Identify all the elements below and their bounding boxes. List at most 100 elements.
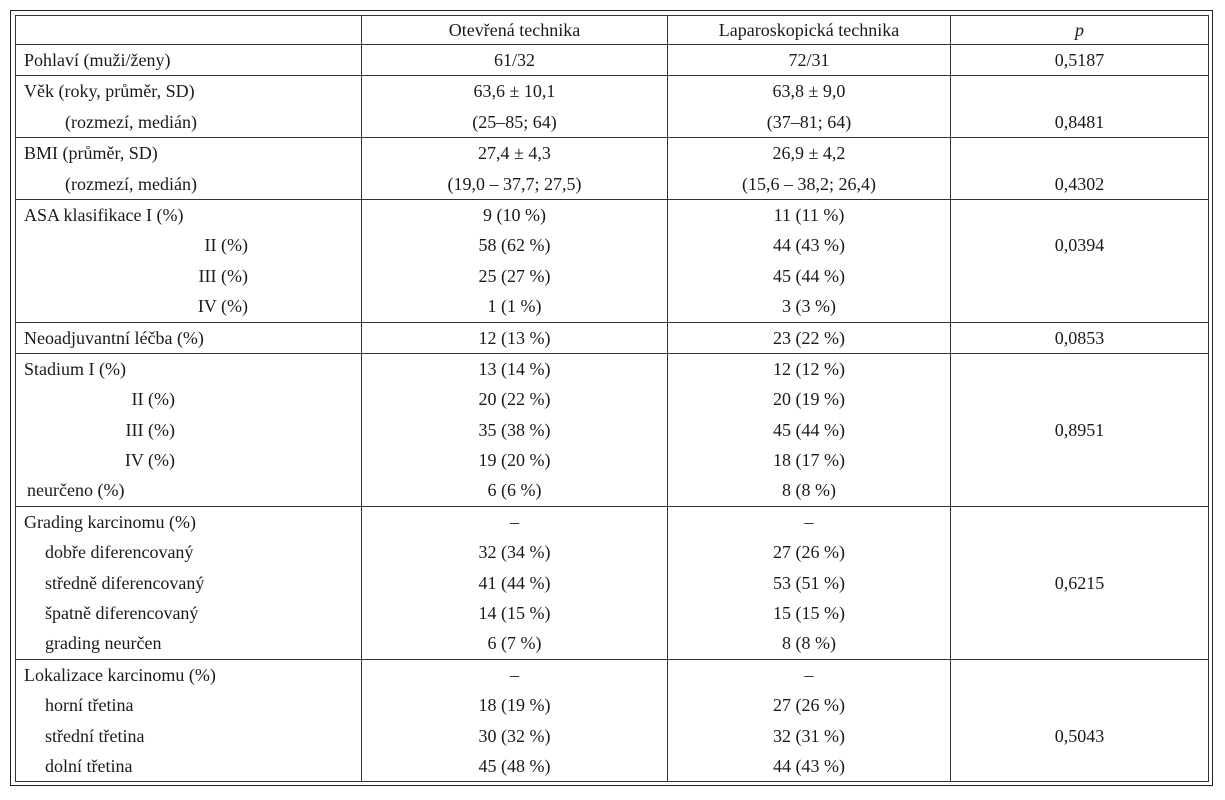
open-cell: 63,6 ± 10,1 (25–85; 64) — [361, 75, 668, 139]
row-label: Neoadjuvantní léčba (%) — [24, 327, 204, 348]
table-row: BMI (průměr, SD) (rozmezí, medián) 27,4 … — [15, 137, 1209, 200]
open-value: 35 (38 %) — [478, 419, 551, 440]
open-value: 1 (1 %) — [487, 296, 542, 317]
p-cell: 0,5043 — [950, 658, 1209, 783]
open-value: – — [510, 511, 519, 532]
p-cell: 0,8951 — [950, 352, 1209, 507]
lap-value: 45 (44 %) — [773, 265, 845, 286]
row-sublabel: (rozmezí, medián) — [65, 173, 197, 194]
open-cell: 13 (14 %) 20 (22 %) 35 (38 %) 19 (20 %) … — [361, 352, 668, 507]
row-sublabel: neurčeno (%) — [27, 480, 125, 501]
row-label-cell: Grading karcinomu (%) dobře diferencovan… — [15, 505, 362, 660]
p-cell: 0,8481 — [950, 75, 1209, 139]
row-sublabel: špatně diferencovaný — [45, 603, 199, 624]
lap-cell: – 27 (26 %) 32 (31 %) 44 (43 %) — [667, 658, 951, 783]
open-value: 30 (32 %) — [478, 725, 551, 746]
lap-value: – — [804, 511, 814, 532]
row-label-cell: BMI (průměr, SD) (rozmezí, medián) — [15, 137, 362, 200]
lap-value: 32 (31 %) — [773, 725, 845, 746]
lap-value: 44 (43 %) — [773, 755, 845, 776]
p-cell: 0,6215 — [950, 505, 1209, 660]
p-cell: 0,0853 — [950, 321, 1209, 354]
row-label-cell: Neoadjuvantní léčba (%) — [15, 321, 362, 354]
lap-value: 45 (44 %) — [773, 419, 845, 440]
open-value: 19 (20 %) — [478, 450, 551, 471]
open-value: 13 (14 %) — [478, 358, 551, 379]
p-value: 0,5043 — [1054, 725, 1105, 746]
row-label-cell: ASA klasifikace I (%) II (%) III (%) IV … — [15, 198, 362, 323]
lap-value: 15 (15 %) — [773, 603, 845, 624]
lap-value: – — [804, 664, 814, 685]
lap-value: 27 (26 %) — [773, 695, 845, 716]
header-p-value: p — [950, 15, 1209, 45]
open-value: (19,0 – 37,7; 27,5) — [447, 173, 582, 194]
open-value: 45 (48 %) — [478, 755, 551, 776]
row-sublabel: III (%) — [198, 265, 248, 286]
p-cell: 0,5187 — [950, 43, 1209, 77]
header-empty — [15, 15, 362, 45]
row-label: BMI (průměr, SD) — [24, 143, 158, 164]
row-label: Stadium I (%) — [24, 358, 126, 379]
table-frame — [10, 10, 1213, 786]
row-label-cell: Pohlaví (muži/ženy) — [15, 43, 362, 77]
table-row: Lokalizace karcinomu (%) horní třetina s… — [15, 658, 1209, 783]
table-row: Pohlaví (muži/ženy) 61/32 72/31 0,5187 — [15, 43, 1209, 77]
p-cell: 0,4302 — [950, 137, 1209, 200]
lap-cell: 26,9 ± 4,2 (15,6 – 38,2; 26,4) — [667, 137, 951, 200]
row-sublabel: dobře diferencovaný — [45, 542, 194, 563]
lap-value: 12 (12 %) — [773, 358, 845, 379]
row-sublabel: grading neurčen — [45, 633, 162, 654]
row-label-cell: Stadium I (%) II (%) III (%) IV (%) neur… — [15, 352, 362, 507]
lap-value: (15,6 – 38,2; 26,4) — [742, 173, 876, 194]
open-cell: 27,4 ± 4,3 (19,0 – 37,7; 27,5) — [361, 137, 668, 200]
p-value: 0,5187 — [1054, 50, 1105, 70]
lap-cell: 11 (11 %) 44 (43 %) 45 (44 %) 3 (3 %) — [667, 198, 951, 323]
lap-value: 53 (51 %) — [773, 572, 845, 593]
p-value: 0,8951 — [1054, 419, 1105, 440]
row-label: Věk (roky, průměr, SD) — [24, 81, 195, 102]
row-sublabel: dolní třetina — [45, 755, 133, 776]
open-value: 41 (44 %) — [478, 572, 551, 593]
comparison-table: Otevřená technika Laparoskopická technik… — [15, 15, 1209, 783]
open-value: 32 (34 %) — [478, 542, 551, 563]
lap-value: 8 (8 %) — [782, 633, 836, 654]
p-value: 0,8481 — [1054, 111, 1105, 132]
row-label-cell: Lokalizace karcinomu (%) horní třetina s… — [15, 658, 362, 783]
row-sublabel: II (%) — [204, 235, 248, 256]
header-laparoscopic-technique: Laparoskopická technika — [667, 15, 951, 45]
p-value: 0,6215 — [1054, 572, 1105, 593]
lap-value: 18 (17 %) — [773, 450, 845, 471]
table-row: Grading karcinomu (%) dobře diferencovan… — [15, 505, 1209, 660]
lap-value: 26,9 ± 4,2 — [772, 143, 846, 164]
lap-cell: 12 (12 %) 20 (19 %) 45 (44 %) 18 (17 %) … — [667, 352, 951, 507]
open-value: – — [510, 664, 519, 685]
table-row: Věk (roky, průměr, SD) (rozmezí, medián)… — [15, 75, 1209, 139]
p-value: 0,4302 — [1054, 173, 1105, 194]
row-sublabel: II (%) — [131, 389, 175, 410]
open-value: 27,4 ± 4,3 — [478, 143, 551, 164]
row-label: Lokalizace karcinomu (%) — [24, 664, 216, 685]
lap-value: 11 (11 %) — [773, 204, 845, 225]
open-value: 25 (27 %) — [478, 265, 551, 286]
lap-cell: 63,8 ± 9,0 (37–81; 64) — [667, 75, 951, 139]
open-value: 6 (7 %) — [487, 633, 542, 654]
row-sublabel: středně diferencovaný — [45, 572, 205, 593]
lap-cell: 23 (22 %) — [667, 321, 951, 354]
table-row: ASA klasifikace I (%) II (%) III (%) IV … — [15, 198, 1209, 323]
open-value: 58 (62 %) — [478, 235, 551, 256]
table-row: Stadium I (%) II (%) III (%) IV (%) neur… — [15, 352, 1209, 507]
row-label: Grading karcinomu (%) — [24, 511, 196, 532]
open-value: (25–85; 64) — [472, 111, 557, 132]
p-value: 0,0853 — [1054, 327, 1105, 348]
open-cell: 12 (13 %) — [361, 321, 668, 354]
lap-value: 3 (3 %) — [782, 296, 836, 317]
row-label: ASA klasifikace I (%) — [24, 204, 184, 225]
row-sublabel: (rozmezí, medián) — [65, 111, 197, 132]
open-value: 18 (19 %) — [478, 695, 551, 716]
header-row: Otevřená technika Laparoskopická technik… — [15, 15, 1209, 45]
p-value: 0,0394 — [1054, 235, 1105, 256]
row-label: Pohlaví (muži/ženy) — [24, 50, 171, 70]
open-value: 20 (22 %) — [478, 389, 551, 410]
header-open-technique: Otevřená technika — [361, 15, 668, 45]
lap-cell: – 27 (26 %) 53 (51 %) 15 (15 %) 8 (8 %) — [667, 505, 951, 660]
